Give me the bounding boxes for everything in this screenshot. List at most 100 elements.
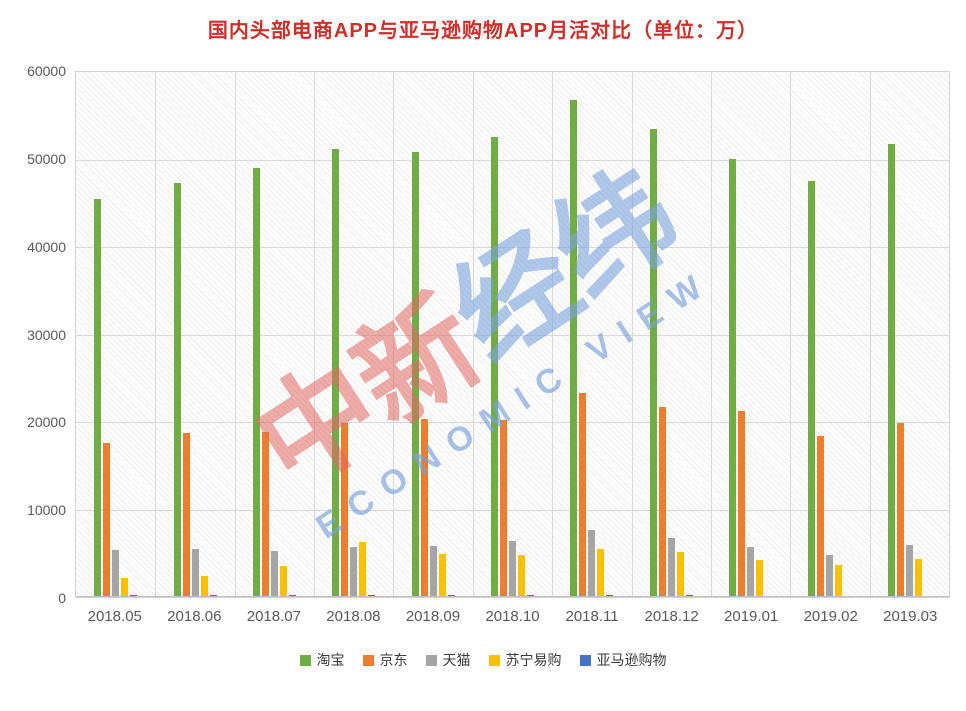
bar: [597, 548, 605, 597]
bar-group-2018.11: [552, 72, 631, 597]
bar: [667, 538, 675, 597]
gridline-vertical: [552, 72, 554, 597]
y-axis-labels: 0 10000 20000 30000 40000 50000 60000: [0, 63, 66, 606]
legend-item: 天猫: [425, 650, 471, 670]
bar: [835, 565, 843, 597]
bar: [570, 100, 578, 597]
bar: [252, 168, 260, 597]
y-tick-label: 0: [58, 590, 66, 606]
y-tick-label: 60000: [27, 63, 66, 79]
x-tick-label: 2018.10: [485, 608, 540, 625]
bar-group-2018.08: [314, 72, 393, 597]
legend-label: 亚马逊购物: [596, 652, 667, 668]
bar-group-2018.12: [632, 72, 711, 597]
legend: 淘宝 京东 天猫 苏宁易购 亚马逊购物: [0, 650, 966, 670]
x-axis-labels: 2018.05 2018.06 2018.07 2018.08 2018.09 2018.…: [75, 608, 950, 625]
bar: [676, 552, 684, 597]
bar: [411, 151, 419, 597]
bar: [914, 558, 922, 597]
bar-group-2019.03: [870, 72, 949, 597]
bar-group-2018.09: [393, 72, 472, 597]
bar: [94, 198, 102, 597]
bar: [121, 577, 129, 597]
gridline-vertical: [314, 72, 316, 597]
gridline-horizontal: [76, 247, 949, 248]
legend-item: 淘宝: [299, 650, 345, 670]
bar: [747, 547, 755, 597]
bar: [429, 546, 437, 597]
bar: [490, 136, 498, 597]
gridline-vertical: [155, 72, 157, 597]
y-tick-label: 10000: [27, 502, 66, 519]
chart-title: 国内头部电商APP与亚马逊购物APP月活对比（单位：万）: [207, 20, 759, 42]
bar-group-2019.01: [711, 72, 790, 597]
bar: [359, 541, 367, 597]
gridline-vertical: [472, 72, 474, 597]
bar-group-2018.07: [235, 72, 314, 597]
bar: [649, 128, 657, 597]
bar: [200, 576, 208, 597]
gridline-horizontal: [76, 509, 949, 511]
bar: [182, 432, 190, 597]
plot-area: [75, 71, 950, 598]
legend-swatch-icon: [299, 654, 311, 666]
x-tick-label: 2019.02: [803, 608, 858, 625]
gridline-vertical: [393, 72, 395, 597]
bar: [438, 554, 446, 597]
bar-group-2019.02: [790, 72, 869, 597]
bar: [887, 143, 895, 597]
bar: [130, 594, 138, 597]
bar-group-2018.05: [76, 72, 155, 597]
x-tick-label: 2018.08: [326, 608, 381, 625]
legend-swatch-icon: [425, 654, 437, 666]
bar: [588, 529, 596, 597]
bar: [112, 549, 120, 597]
y-tick-label: 40000: [27, 238, 66, 255]
bar-group-2018.10: [473, 72, 552, 597]
legend-item: 苏宁易购: [488, 650, 562, 670]
bar: [826, 555, 834, 597]
x-tick-label: 2018.05: [87, 608, 142, 625]
x-tick-label: 2018.07: [246, 608, 301, 625]
bar: [729, 158, 737, 597]
gridline-vertical: [234, 72, 236, 597]
bar-groups: [76, 72, 949, 597]
bar: [270, 550, 278, 597]
x-tick-label: 2018.11: [565, 608, 619, 625]
y-tick-label: 50000: [27, 150, 66, 167]
bar: [447, 594, 455, 597]
x-tick-label: 2019.01: [724, 608, 779, 625]
bar: [508, 541, 516, 597]
gridline-vertical: [631, 72, 633, 597]
x-tick-label: 2018.12: [644, 608, 699, 625]
legend-swatch-icon: [579, 654, 591, 666]
bar: [499, 420, 507, 597]
x-tick-label: 2018.09: [405, 608, 461, 625]
bar: [896, 422, 904, 597]
legend-swatch-icon: [362, 654, 374, 666]
x-tick-label: 2018.06: [167, 608, 222, 625]
bar: [756, 560, 764, 597]
bar: [817, 436, 825, 597]
legend-label: 京东: [379, 652, 408, 668]
legend-item: 京东: [362, 650, 408, 670]
bar: [905, 545, 913, 597]
y-tick-label: 30000: [27, 326, 66, 343]
legend-label: 苏宁易购: [505, 652, 562, 668]
bar: [191, 548, 199, 597]
x-axis-line: [76, 596, 949, 597]
bar: [808, 180, 816, 597]
gridline-horizontal: [76, 159, 949, 161]
x-tick-label: 2019.03: [883, 608, 938, 625]
gridline-vertical: [790, 72, 792, 597]
gridline-horizontal: [76, 422, 949, 423]
bar: [173, 183, 181, 597]
bar: [341, 422, 349, 597]
legend-item: 亚马逊购物: [579, 650, 667, 670]
bar: [517, 555, 525, 597]
bar: [279, 565, 287, 597]
bar: [332, 149, 340, 597]
gridline-vertical: [710, 72, 712, 597]
bar: [579, 393, 587, 597]
legend-label: 天猫: [442, 652, 471, 668]
